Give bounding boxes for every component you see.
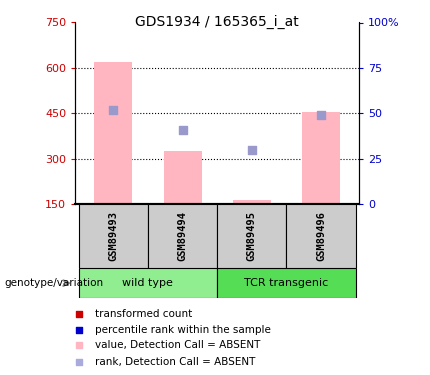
Bar: [217, 268, 356, 298]
Point: [179, 127, 186, 133]
Bar: [148, 204, 217, 268]
Bar: [79, 204, 148, 268]
Text: TCR transgenic: TCR transgenic: [244, 278, 329, 288]
Text: GSM89494: GSM89494: [178, 211, 187, 261]
Point: [75, 311, 82, 317]
Bar: [233, 200, 271, 204]
Point: [75, 358, 82, 364]
Bar: [217, 204, 286, 268]
Text: transformed count: transformed count: [95, 309, 192, 320]
Text: GDS1934 / 165365_i_at: GDS1934 / 165365_i_at: [135, 15, 299, 29]
Bar: [302, 112, 340, 204]
Text: wild type: wild type: [123, 278, 173, 288]
Point: [317, 112, 324, 118]
Bar: [94, 62, 132, 204]
Point: [248, 147, 255, 153]
Bar: [79, 268, 217, 298]
Text: GSM89496: GSM89496: [316, 211, 326, 261]
Text: GSM89493: GSM89493: [108, 211, 118, 261]
Text: percentile rank within the sample: percentile rank within the sample: [95, 325, 270, 334]
Text: GSM89495: GSM89495: [247, 211, 257, 261]
Bar: [286, 204, 356, 268]
Point: [75, 342, 82, 348]
Text: rank, Detection Call = ABSENT: rank, Detection Call = ABSENT: [95, 357, 255, 366]
Bar: [163, 152, 202, 204]
Text: genotype/variation: genotype/variation: [4, 278, 104, 288]
Point: [75, 327, 82, 333]
Text: value, Detection Call = ABSENT: value, Detection Call = ABSENT: [95, 340, 260, 350]
Point: [110, 107, 117, 113]
